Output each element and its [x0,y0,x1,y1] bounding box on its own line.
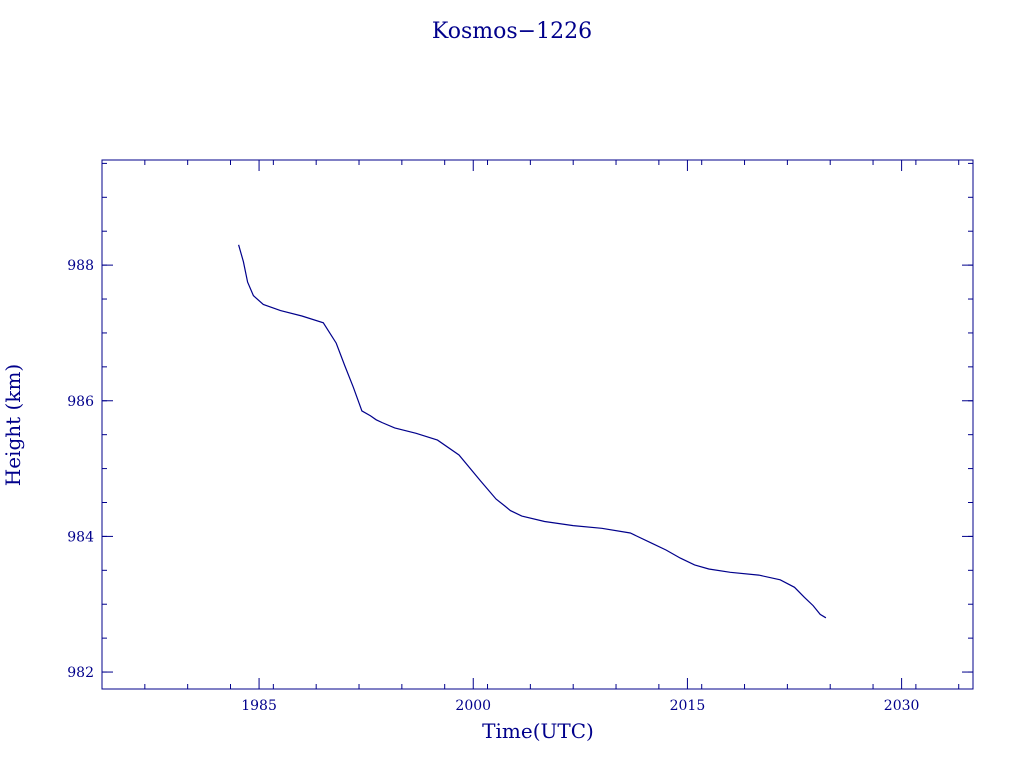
y-tick-label: 988 [67,258,94,274]
tick-labels: 1985 2000 2015 2030 982 984 986 988 [67,258,919,714]
x-tick-label: 2000 [455,698,491,714]
x-axis-title: Time(UTC) [482,719,594,743]
chart-title: Kosmos−1226 [432,19,592,44]
y-axis-title: Height (km) [1,364,25,486]
x-tick-label: 2015 [670,698,706,714]
y-tick-label: 982 [67,665,94,681]
y-tick-label: 984 [67,529,94,545]
plot-frame [101,159,974,690]
y-tick-label: 986 [67,394,94,410]
axis-ticks [102,160,973,689]
x-tick-label: 2030 [884,698,920,714]
x-tick-label: 1985 [241,698,277,714]
height-series-line [238,244,827,619]
